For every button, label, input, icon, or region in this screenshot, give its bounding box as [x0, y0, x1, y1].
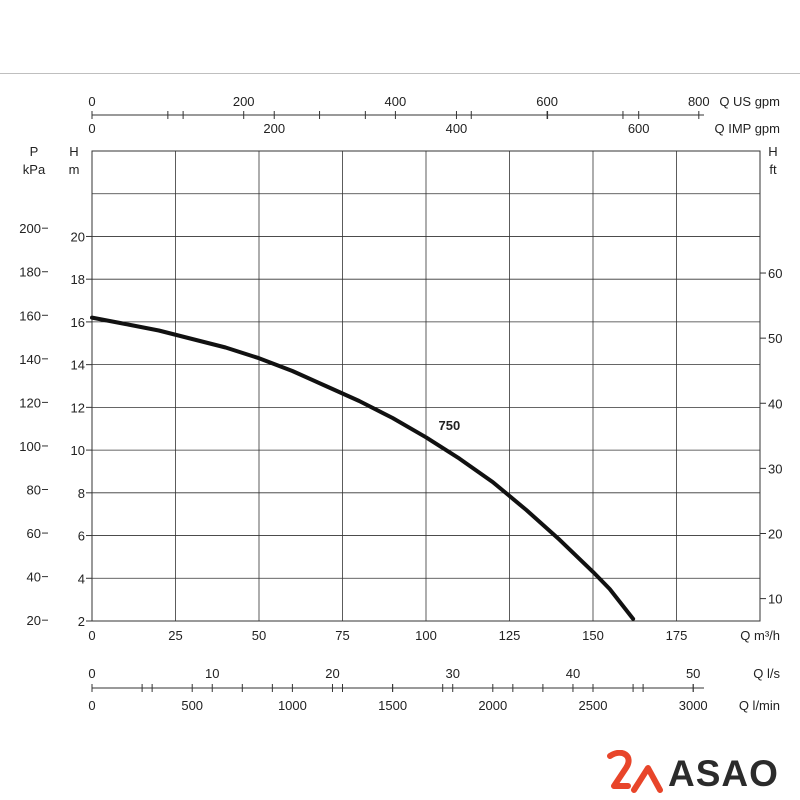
- y-tick-label-ft: 50: [768, 331, 782, 346]
- q-us-gpm-axis-label: Q US gpm: [719, 94, 780, 109]
- y-tick-label-hm: 4: [78, 571, 85, 586]
- pump-curve-label: 750: [439, 418, 461, 433]
- y-axis-label-p: P: [30, 144, 39, 159]
- y-axis-unit-m: m: [69, 162, 80, 177]
- y-tick-label-hm: 14: [71, 358, 85, 373]
- q-imp-gpm-tick-label: 400: [446, 121, 468, 136]
- axes: 0 25 50 75 100 125 150 175 Q m³/h246810121416182…: [19, 94, 782, 713]
- q-ls-tick-label: 30: [445, 666, 459, 681]
- y-tick-label-hm: 20: [71, 229, 85, 244]
- q-ls-tick-label: 40: [566, 666, 580, 681]
- asao-logo: ASAO: [604, 750, 794, 796]
- q-imp-gpm-tick-label: 0: [88, 121, 95, 136]
- y-tick-label-kpa: 160: [19, 308, 41, 323]
- y-tick-label-kpa: 120: [19, 395, 41, 410]
- y-tick-label-ft: 20: [768, 526, 782, 541]
- q-lmin-tick-label: 3000: [679, 698, 708, 713]
- q-lmin-tick-label: 0: [88, 698, 95, 713]
- y-tick-label-kpa: 80: [27, 483, 41, 498]
- asao-logo-mark: [607, 750, 663, 793]
- y-tick-label-hm: 2: [78, 614, 85, 629]
- q-ls-tick-label: 0: [88, 666, 95, 681]
- x-tick-label-m3h: 125: [499, 628, 521, 643]
- q-lmin-tick-label: 2500: [579, 698, 608, 713]
- q-lmin-axis-label: Q l/min: [739, 698, 780, 713]
- q-lmin-tick-label: 500: [181, 698, 203, 713]
- q-lmin-tick-label: 1000: [278, 698, 307, 713]
- y-tick-label-hm: 18: [71, 272, 85, 287]
- y-axis-unit-ft: ft: [769, 162, 777, 177]
- y-tick-label-kpa: 60: [27, 526, 41, 541]
- q-ls-tick-label: 20: [325, 666, 339, 681]
- y-tick-label-kpa: 140: [19, 352, 41, 367]
- y-tick-label-ft: 10: [768, 592, 782, 607]
- x-tick-label-m3h: 50: [252, 628, 266, 643]
- y-tick-label-hm: 12: [71, 400, 85, 415]
- y-tick-label-hm: 10: [71, 443, 85, 458]
- q-imp-gpm-tick-label: 600: [628, 121, 650, 136]
- x-tick-label-m3h: 175: [666, 628, 688, 643]
- y-tick-label-hm: 16: [71, 315, 85, 330]
- y-tick-label-kpa: 20: [27, 613, 41, 628]
- y-tick-label-kpa: 100: [19, 439, 41, 454]
- y-tick-label-ft: 30: [768, 461, 782, 476]
- q-lmin-tick-label: 1500: [378, 698, 407, 713]
- y-tick-label-kpa: 40: [27, 570, 41, 585]
- y-tick-label-hm: 8: [78, 486, 85, 501]
- y-axis-unit-kpa: kPa: [23, 162, 46, 177]
- y-tick-label-hm: 6: [78, 529, 85, 544]
- pump-curve-750: [90, 315, 636, 621]
- q-us-gpm-tick-label: 400: [385, 94, 407, 109]
- q-imp-gpm-axis-label: Q IMP gpm: [714, 121, 780, 136]
- q-lmin-tick-label: 2000: [478, 698, 507, 713]
- x-tick-label-m3h: 150: [582, 628, 604, 643]
- x-tick-label-m3h: 25: [168, 628, 182, 643]
- x-axis-label-m3h: Q m³/h: [740, 628, 780, 643]
- y-axis-label-h-right: H: [768, 144, 777, 159]
- y-tick-label-ft: 60: [768, 266, 782, 281]
- q-us-gpm-tick-label: 600: [536, 94, 558, 109]
- q-ls-axis-label: Q l/s: [753, 666, 780, 681]
- x-tick-label-m3h: 100: [415, 628, 437, 643]
- q-us-gpm-tick-label: 0: [88, 94, 95, 109]
- y-tick-label-kpa: 180: [19, 265, 41, 280]
- q-imp-gpm-tick-label: 200: [263, 121, 285, 136]
- y-axis-label-h: H: [69, 144, 78, 159]
- y-tick-label-ft: 40: [768, 396, 782, 411]
- x-tick-label-m3h: 75: [335, 628, 349, 643]
- q-us-gpm-tick-label: 200: [233, 94, 255, 109]
- q-ls-tick-label: 50: [686, 666, 700, 681]
- curves: 750: [90, 315, 636, 621]
- brand-name: ASAO: [668, 753, 779, 794]
- x-tick-label-m3h: 0: [88, 628, 95, 643]
- q-us-gpm-tick-label: 800: [688, 94, 710, 109]
- grid: [91, 150, 761, 622]
- y-tick-label-kpa: 200: [19, 221, 41, 236]
- q-ls-tick-label: 10: [205, 666, 219, 681]
